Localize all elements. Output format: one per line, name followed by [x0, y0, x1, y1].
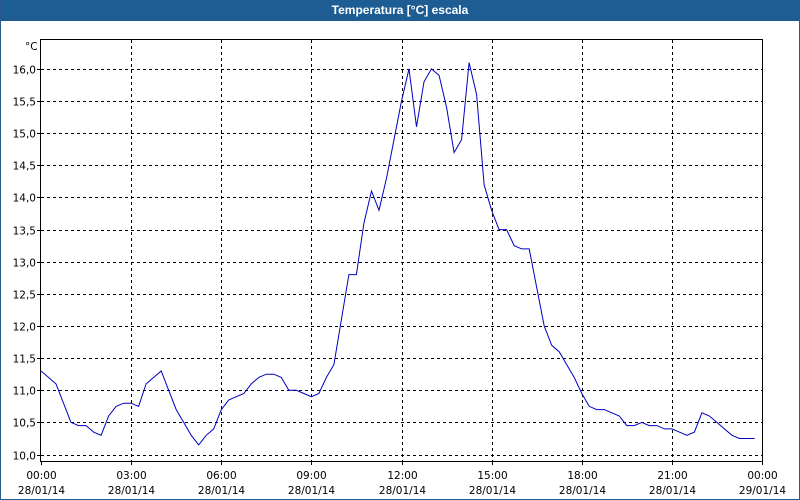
- x-tick-date: 29/01/14: [739, 485, 786, 497]
- window-title: Temperatura [°C] escala: [1, 0, 799, 21]
- x-tick-time: 06:00: [206, 470, 236, 482]
- x-tick-time: 03:00: [116, 470, 146, 482]
- plot-area: [40, 39, 763, 462]
- x-tick-date: 28/01/14: [288, 485, 335, 497]
- x-tick-time: 00:00: [747, 470, 777, 482]
- y-tick-label: 13,5: [13, 226, 36, 238]
- y-tick-label: 13,0: [13, 258, 36, 270]
- series-line-temperature: [40, 62, 755, 446]
- x-axis: 00:00 28/01/14 03:00 28/01/14 06:00 28/01/14 0…: [18, 461, 786, 497]
- x-tick-date: 28/01/14: [18, 485, 65, 497]
- grid-lines: [41, 40, 762, 461]
- x-tick-time: 12:00: [387, 470, 417, 482]
- x-tick-date: 28/01/14: [108, 485, 155, 497]
- y-tick-label: 16,0: [13, 65, 36, 77]
- y-tick-label: 14,0: [13, 193, 36, 205]
- y-axis-unit: °C: [25, 41, 38, 53]
- y-tick-label: 10,5: [13, 418, 36, 430]
- y-tick-label: 14,5: [13, 161, 36, 173]
- y-tick-label: 15,5: [13, 97, 36, 109]
- x-tick-date: 28/01/14: [198, 485, 245, 497]
- y-axis: 16,0 15,5 15,0 14,5 14,0 13,5 13,0 12,5 12,0 11,5…: [13, 65, 41, 463]
- y-tick-label: 12,5: [13, 290, 36, 302]
- x-tick-time: 15:00: [477, 470, 507, 482]
- x-tick-time: 18:00: [567, 470, 597, 482]
- y-tick-label: 11,0: [13, 386, 36, 398]
- x-tick-time: 00:00: [26, 470, 56, 482]
- x-tick-date: 28/01/14: [649, 485, 696, 497]
- x-tick-date: 28/01/14: [379, 485, 426, 497]
- x-tick-time: 09:00: [296, 470, 326, 482]
- x-tick-date: 28/01/14: [559, 485, 606, 497]
- x-tick-time: 21:00: [657, 470, 687, 482]
- y-tick-label: 12,0: [13, 322, 36, 334]
- x-tick-date: 28/01/14: [469, 485, 516, 497]
- y-tick-label: 11,5: [13, 354, 36, 366]
- y-tick-label: 15,0: [13, 129, 36, 141]
- y-tick-label: 10,0: [13, 451, 36, 463]
